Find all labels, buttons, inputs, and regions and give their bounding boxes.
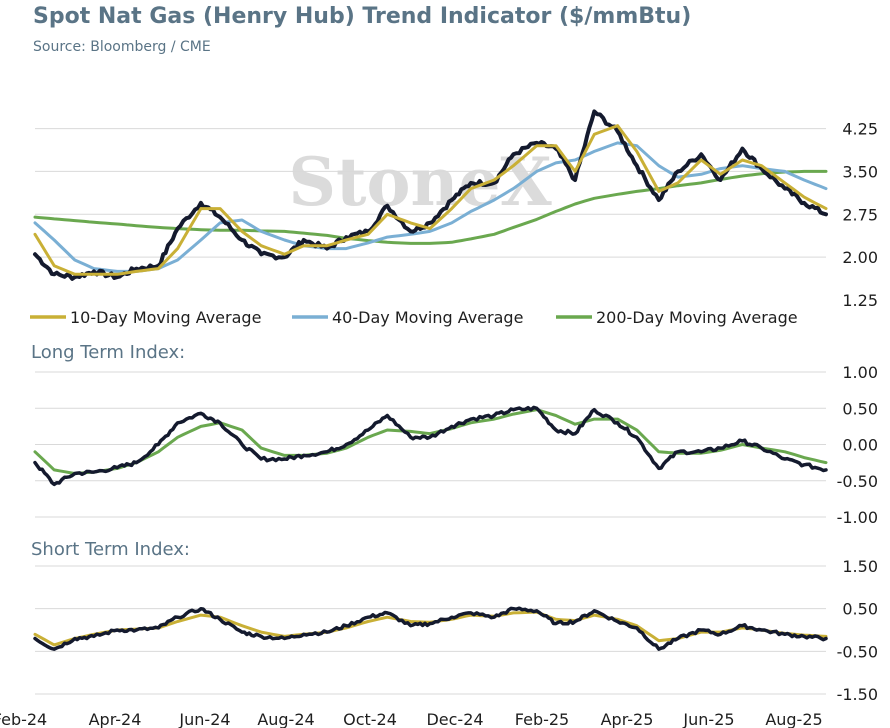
y-tick-label: 2.75 xyxy=(842,205,878,224)
x-tick-label: Jun-25 xyxy=(682,710,734,728)
legend-label: 40-Day Moving Average xyxy=(332,308,523,327)
x-tick-label: Apr-24 xyxy=(89,710,142,728)
y-tick-label: 4.25 xyxy=(842,120,878,139)
y-tick-label: -0.50 xyxy=(837,642,878,661)
legend-label: 10-Day Moving Average xyxy=(70,308,261,327)
series-line-spot-panel-1 xyxy=(33,109,828,281)
y-tick-label: 0.00 xyxy=(842,436,878,455)
x-tick-label: Dec-24 xyxy=(426,710,483,728)
series-line-index-panel-3 xyxy=(33,606,828,651)
series-line-average-panel-2 xyxy=(33,408,828,475)
y-tick-label: 1.50 xyxy=(842,557,878,576)
x-tick-label: Aug-25 xyxy=(765,710,822,728)
y-tick-label: 2.00 xyxy=(842,248,878,267)
series-line-40-day-moving-average-panel-1 xyxy=(33,141,828,273)
x-tick-label: Feb-24 xyxy=(0,710,47,728)
legend: 10-Day Moving Average 40-Day Moving Avera… xyxy=(30,308,798,327)
y-tick-label: -1.50 xyxy=(837,685,878,704)
series-line-200-day-moving-average-panel-1 xyxy=(33,169,828,245)
series-line-10-day-moving-average-panel-1 xyxy=(33,124,828,276)
watermark-logo: StoneX xyxy=(288,143,552,221)
series-line-index-panel-2 xyxy=(33,405,828,487)
y-tick-label: 0.50 xyxy=(842,600,878,619)
long-term-index-title: Long Term Index: xyxy=(31,342,186,363)
y-tick-label: 1.00 xyxy=(842,363,878,382)
x-tick-label: Jun-24 xyxy=(178,710,230,728)
x-tick-label: Oct-24 xyxy=(343,710,397,728)
short-term-index-title: Short Term Index: xyxy=(31,539,190,560)
y-tick-label: 3.50 xyxy=(842,162,878,181)
y-tick-label: -1.00 xyxy=(837,508,878,527)
y-tick-label: 0.50 xyxy=(842,399,878,418)
chart-source: Source: Bloomberg / CME xyxy=(33,39,211,55)
x-tick-label: Aug-24 xyxy=(257,710,314,728)
chart-title: Spot Nat Gas (Henry Hub) Trend Indicator… xyxy=(33,4,692,29)
x-tick-label: Apr-25 xyxy=(601,710,654,728)
y-tick-label: 1.25 xyxy=(842,291,878,310)
y-tick-label: -0.50 xyxy=(837,472,878,491)
x-tick-label: Feb-25 xyxy=(515,710,569,728)
legend-label: 200-Day Moving Average xyxy=(596,308,798,327)
